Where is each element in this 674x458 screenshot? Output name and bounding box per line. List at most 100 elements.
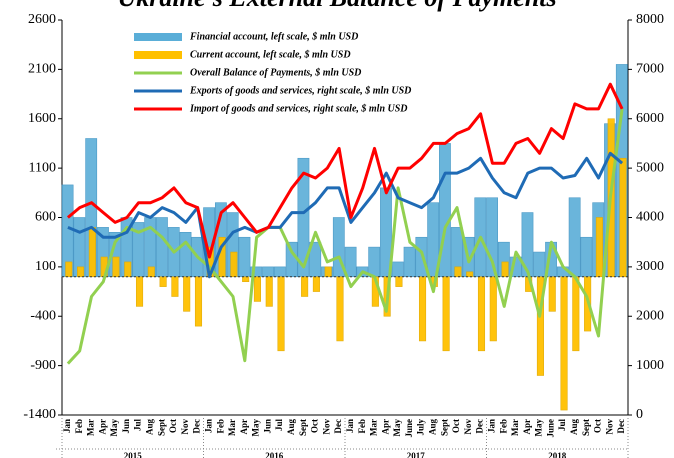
x-tick-label: Aug	[286, 419, 296, 436]
y2-tick-label: 7000	[636, 62, 664, 77]
x-tick-label: Oct	[451, 419, 461, 433]
bar	[77, 266, 85, 278]
x-tick-label: Oct	[593, 419, 603, 433]
bar	[183, 276, 191, 312]
x-tick-label: Jul	[274, 419, 284, 432]
y2-tick-label: 8000	[636, 12, 664, 27]
x-tick-label: Dec	[475, 419, 485, 434]
x-tick-label: Nov	[180, 419, 190, 435]
y-tick-label: -1400	[23, 407, 56, 422]
bar	[415, 236, 428, 278]
x-tick-label: Jun	[121, 419, 131, 434]
x-tick-label: Jan	[486, 419, 496, 433]
bar	[65, 261, 73, 278]
bar	[159, 276, 167, 287]
bar	[230, 251, 238, 278]
bar	[572, 276, 580, 352]
x-tick-label: Jan	[62, 419, 72, 433]
bar	[336, 276, 344, 342]
bar	[560, 276, 568, 411]
x-tick-label: Sept	[298, 419, 308, 436]
bar	[253, 276, 261, 302]
x-tick-label: Feb	[74, 419, 84, 434]
x-tick-label: Jan	[345, 419, 355, 433]
x-tick-label: Dec	[616, 419, 626, 434]
x-tick-label: June	[404, 419, 414, 438]
x-tick-label: Mar	[369, 419, 379, 436]
x-tick-label: Mar	[510, 419, 520, 436]
x-tick-label: Aug	[428, 419, 438, 436]
bar	[262, 266, 274, 278]
legend-label: Import of goods and services, right scal…	[189, 103, 408, 114]
bar	[619, 157, 627, 278]
y2-tick-label: 6000	[636, 111, 664, 126]
y2-tick-label: 0	[636, 407, 643, 422]
bar	[324, 266, 332, 278]
x-tick-label: Oct	[168, 419, 178, 433]
x-tick-label: Aug	[145, 419, 155, 436]
x-tick-label: May	[534, 419, 544, 437]
bar	[466, 271, 474, 278]
x-tick-label: Sept	[581, 419, 591, 436]
y-tick-label: -400	[30, 308, 56, 323]
y-tick-label: 2600	[28, 12, 56, 27]
legend-swatch	[134, 33, 182, 41]
x-tick-label: Sept	[439, 419, 449, 436]
bar	[533, 251, 546, 278]
x-tick-label: Sept	[156, 419, 166, 436]
bar	[568, 197, 581, 278]
y-tick-label: -900	[30, 358, 56, 373]
x-tick-label: Apr	[522, 419, 532, 435]
bar	[301, 276, 309, 297]
bar	[112, 256, 120, 278]
year-label: 2018	[548, 451, 567, 458]
x-tick-label: May	[109, 419, 119, 437]
bar	[242, 276, 250, 282]
bar	[285, 241, 298, 278]
x-tick-label: Dec	[192, 419, 202, 434]
bar	[124, 261, 132, 278]
bar	[277, 276, 285, 352]
bar	[238, 236, 251, 278]
bar	[194, 276, 203, 327]
year-label: 2015	[124, 451, 143, 458]
x-tick-label: Dec	[333, 419, 343, 434]
bar	[368, 246, 381, 278]
bar	[403, 246, 416, 278]
bar	[171, 276, 179, 297]
x-tick-label: Feb	[498, 419, 508, 434]
legend-swatch	[134, 51, 182, 59]
bar	[418, 276, 427, 342]
x-tick-label: Oct	[310, 419, 320, 433]
year-label: 2016	[265, 451, 284, 458]
year-label: 2017	[407, 451, 426, 458]
y-tick-label: 1600	[28, 111, 56, 126]
bar	[312, 276, 320, 292]
y-tick-label: 600	[35, 210, 56, 225]
bar	[548, 276, 556, 312]
bar	[135, 276, 144, 307]
bar	[391, 261, 404, 278]
bar	[179, 232, 192, 278]
bar	[273, 266, 286, 278]
bar	[595, 217, 603, 278]
line	[67, 151, 624, 279]
bar	[442, 276, 450, 352]
bar	[156, 217, 168, 278]
bar	[580, 236, 593, 278]
bar	[501, 261, 509, 278]
bar	[88, 227, 96, 278]
x-tick-label: Mar	[227, 419, 237, 436]
y2-tick-label: 3000	[636, 259, 664, 274]
x-tick-label: Apr	[239, 419, 249, 435]
x-tick-label: Apr	[380, 419, 390, 435]
bar	[395, 276, 403, 287]
x-tick-label: May	[251, 419, 261, 437]
legend-label: Financial account, left scale, $ mln USD	[189, 31, 358, 42]
bar	[454, 266, 462, 278]
x-tick-label: Feb	[357, 419, 367, 434]
x-tick-label: May	[392, 419, 402, 437]
x-tick-label: Nov	[463, 419, 473, 435]
x-tick-label: Feb	[215, 419, 225, 434]
